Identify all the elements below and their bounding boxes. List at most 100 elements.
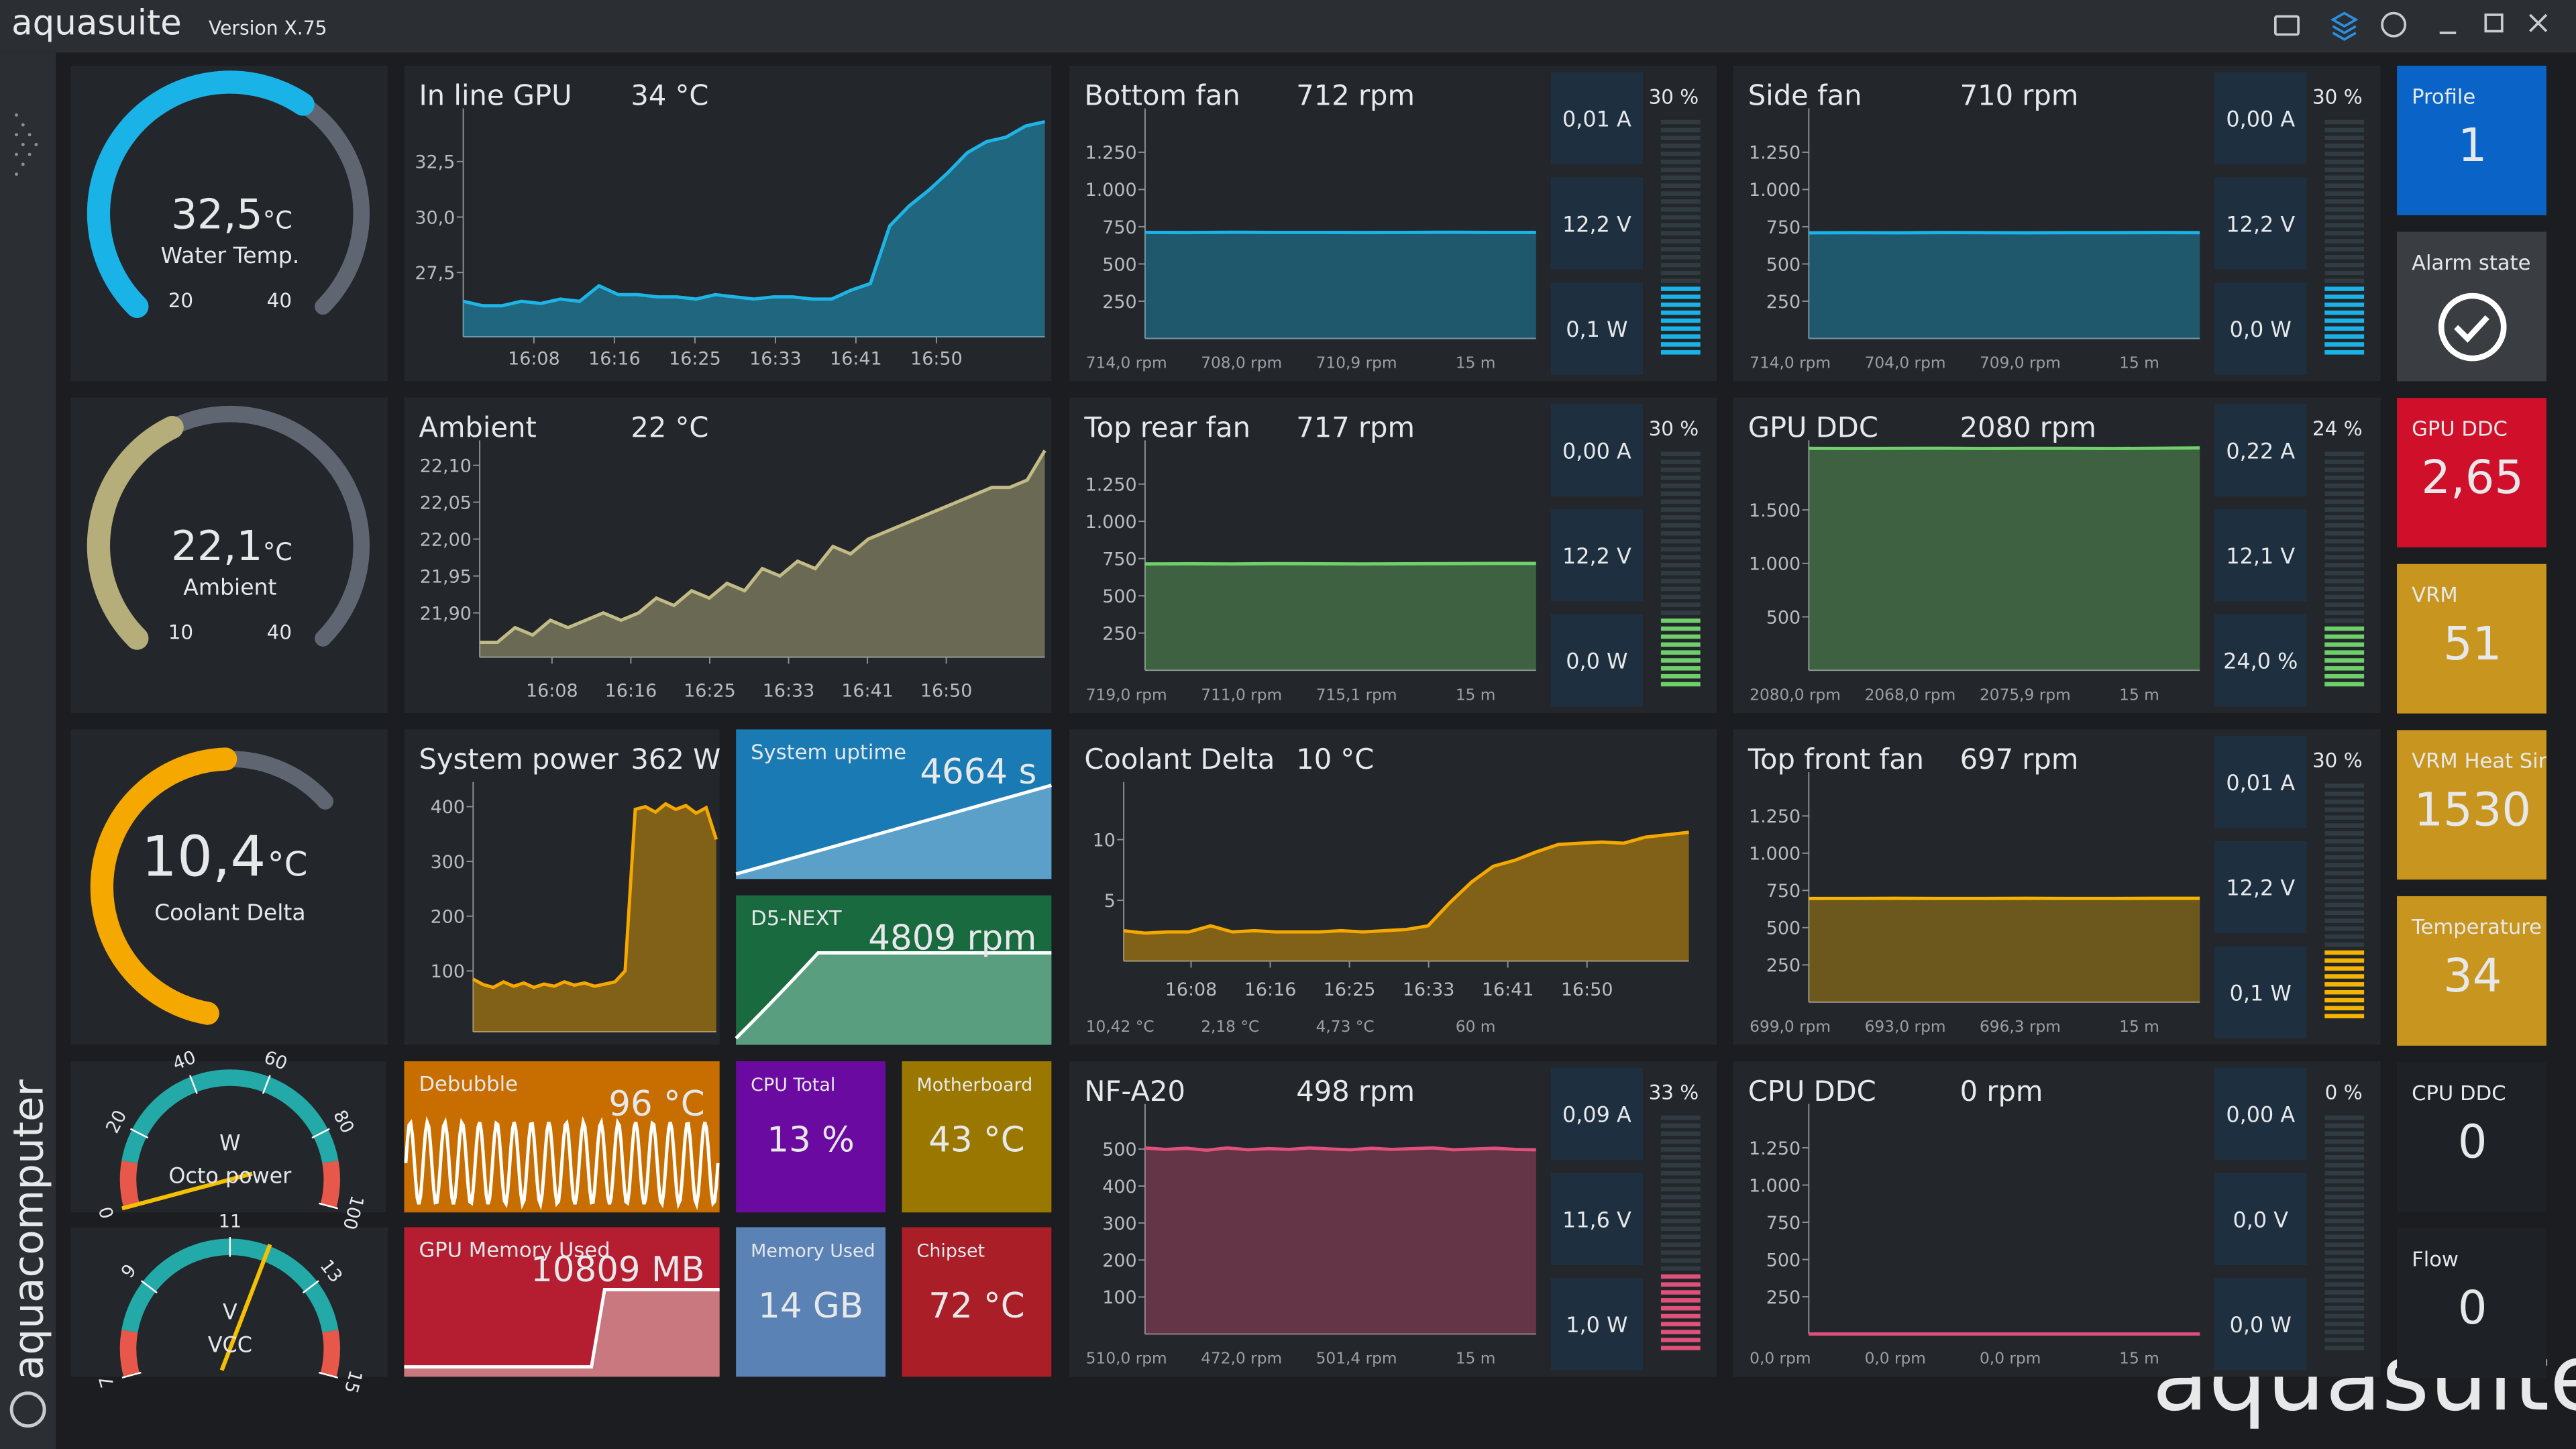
- stat-value: 0,09 A: [1562, 1102, 1631, 1128]
- level-segment: [1660, 1330, 1701, 1334]
- level-segment: [2324, 910, 2365, 916]
- level-segment: [2324, 1242, 2365, 1247]
- stat-box: [2214, 1173, 2307, 1265]
- y-tick-label: 300: [431, 852, 465, 873]
- y-tick-label: 30,0: [415, 207, 455, 228]
- dial-arc: [119, 1330, 140, 1378]
- series-line: [1123, 830, 1689, 935]
- tile-value: 96 °C: [608, 1084, 704, 1124]
- level-segment: [2324, 159, 2365, 164]
- level-segment: [2324, 887, 2365, 892]
- title-bar: [0, 0, 2576, 53]
- window-controls[interactable]: [2274, 11, 2548, 41]
- footer-stat: 711,0 rpm: [1201, 686, 1282, 704]
- level-segment: [2324, 807, 2365, 812]
- footer-stat: 714,0 rpm: [1086, 354, 1167, 372]
- y-tick-label: 100: [1102, 1287, 1136, 1308]
- stat-box: [2214, 1067, 2307, 1160]
- footer-stat: 0,0 rpm: [1865, 1350, 1926, 1368]
- tile-title: VRM: [2412, 584, 2458, 607]
- y-tick-label: 1.250: [1749, 806, 1801, 827]
- panel: [2397, 65, 2546, 215]
- level-segment: [2324, 958, 2365, 963]
- level-segment: [1660, 1242, 1701, 1247]
- level-segment: [1660, 286, 1701, 291]
- dial-label: VCC: [208, 1332, 252, 1358]
- level-segment: [1660, 1147, 1701, 1152]
- tile-value: 1530: [2414, 783, 2531, 837]
- tile-value: 51: [2443, 617, 2502, 671]
- panel: [736, 1061, 885, 1213]
- level-segment: [2324, 255, 2365, 260]
- level-segment: [2324, 1322, 2365, 1327]
- stat-value: 0,1 W: [2230, 980, 2292, 1006]
- app-name: aquasuite: [11, 3, 182, 43]
- level-segment: [1660, 183, 1701, 188]
- level-segment: [1660, 144, 1701, 148]
- info-button[interactable]: [2381, 11, 2407, 38]
- screenshot-button[interactable]: [2274, 15, 2300, 36]
- y-tick-label: 1.000: [1749, 554, 1801, 575]
- gauge-min: 10: [168, 621, 193, 644]
- stat-box: [2214, 509, 2307, 602]
- level-segment: [1660, 626, 1701, 631]
- stat-box: [1550, 404, 1643, 496]
- percent-label: 33 %: [1649, 1081, 1699, 1104]
- x-tick-label: 16:33: [749, 349, 802, 370]
- sidebar-dots[interactable]: [15, 113, 38, 176]
- level-segment: [1660, 278, 1701, 284]
- dial-needle: [121, 1171, 253, 1211]
- level-segment: [2324, 1187, 2365, 1191]
- level-segment: [1660, 207, 1701, 212]
- level-segment: [2324, 602, 2365, 607]
- y-tick-label: 250: [1102, 623, 1136, 644]
- y-tick-label: 100: [431, 961, 465, 982]
- layers-button[interactable]: [2330, 11, 2359, 41]
- level-segment: [1660, 199, 1701, 204]
- level-segment: [2324, 847, 2365, 852]
- level-segment: [1660, 1115, 1701, 1120]
- level-segment: [2324, 318, 2365, 323]
- brand: aquacomputer: [5, 1079, 53, 1380]
- y-tick-label: 300: [1102, 1214, 1136, 1234]
- level-segment: [2324, 839, 2365, 844]
- level-segment: [1660, 1266, 1701, 1271]
- level-segment: [2324, 310, 2365, 315]
- level-segment: [2324, 326, 2365, 331]
- level-segment: [1660, 619, 1701, 623]
- close-button[interactable]: [2529, 13, 2548, 32]
- maximize-button[interactable]: [2484, 13, 2504, 33]
- panel-value: 712 rpm: [1296, 79, 1415, 112]
- stat-value: 12,2 V: [2226, 211, 2295, 237]
- level-segment: [2324, 294, 2365, 299]
- level-segment: [2324, 1218, 2365, 1224]
- panel: [2397, 730, 2546, 880]
- level-segment: [2324, 270, 2365, 276]
- level-segment: [2324, 799, 2365, 804]
- stat-value: 0,0 W: [2230, 1312, 2292, 1338]
- level-segment: [2324, 483, 2365, 488]
- level-segment: [2324, 974, 2365, 979]
- level-segment: [1660, 294, 1701, 299]
- level-segment: [1660, 666, 1701, 671]
- y-tick-label: 10: [1093, 830, 1116, 851]
- level-segment: [1660, 342, 1701, 347]
- level-segment: [2324, 499, 2365, 504]
- series-line: [463, 119, 1046, 308]
- gauge-unit: °C: [268, 845, 308, 883]
- y-tick-label: 1.250: [1749, 1138, 1801, 1159]
- level-segment: [1660, 610, 1701, 615]
- gauge-max: 40: [267, 289, 292, 312]
- level-segment: [2324, 1123, 2365, 1128]
- level-segment: [1660, 475, 1701, 480]
- level-segment: [1660, 1322, 1701, 1327]
- tile-value: 2,65: [2421, 451, 2524, 504]
- y-tick-label: 750: [1102, 217, 1136, 238]
- tile-area: [736, 953, 1052, 1045]
- series-line: [1809, 446, 2200, 450]
- stat-box: [2214, 841, 2307, 934]
- tile-value: 0: [2458, 1281, 2487, 1335]
- tile-wave: [404, 1116, 720, 1211]
- stat-box: [2214, 282, 2307, 375]
- level-segment: [2324, 610, 2365, 615]
